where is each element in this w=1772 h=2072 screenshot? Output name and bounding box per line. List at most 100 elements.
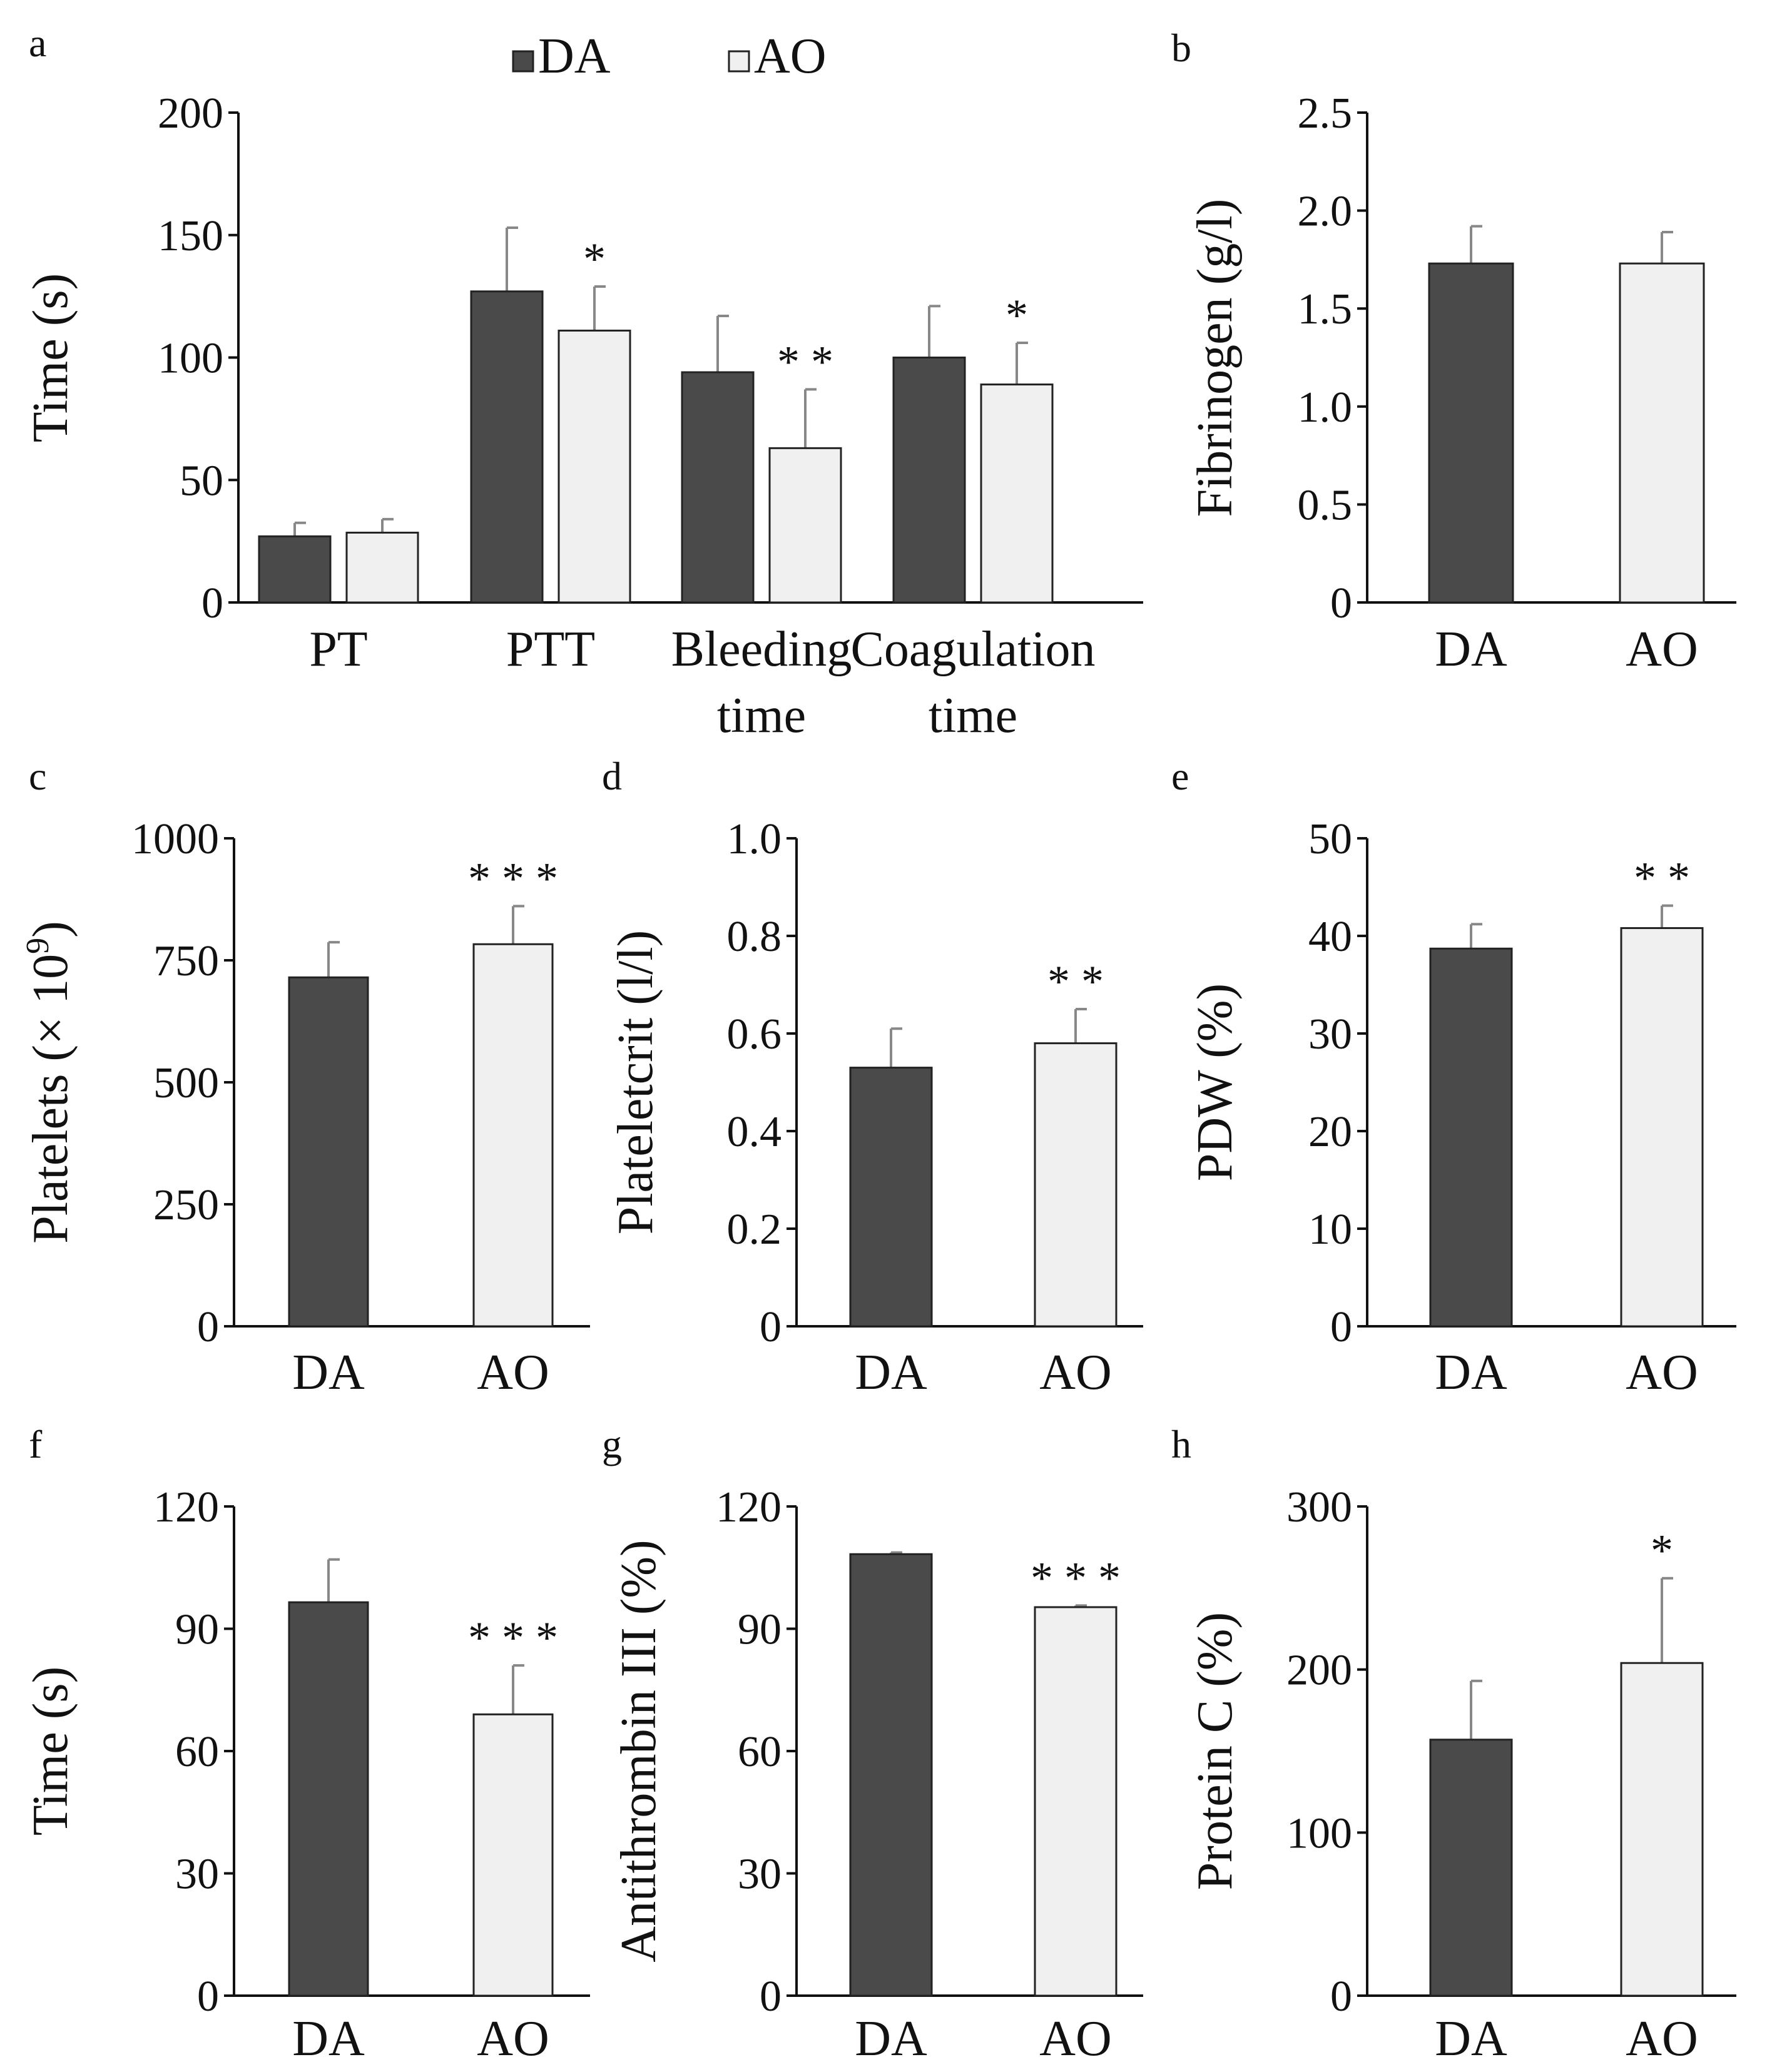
y-tick-label: 1000 (131, 815, 219, 863)
x-tick-label: DA (1435, 2011, 1507, 2066)
y-tick-label: 120 (716, 1483, 782, 1531)
panel-letter: d (602, 754, 622, 798)
y-tick-label: 300 (1286, 1483, 1352, 1531)
x-tick-label: DA (1435, 622, 1507, 677)
y-tick-label: 1.0 (727, 815, 782, 863)
panel-letter: b (1171, 26, 1191, 70)
y-axis-title: Platelets (× 109) (20, 921, 78, 1243)
x-tick-label: DA (292, 2011, 365, 2066)
legend-label-da: DA (538, 29, 611, 84)
y-tick-label: 0 (197, 1303, 219, 1351)
bar-da (258, 535, 332, 604)
y-tick-label: 30 (738, 1851, 782, 1899)
y-axis-title: Fibrinogen (g/l) (1188, 199, 1243, 517)
significance-label: * * (1047, 957, 1104, 1007)
bar-da (288, 976, 369, 1328)
y-tick-label: 30 (1308, 1010, 1352, 1059)
y-axis-title: PDW (%) (1188, 983, 1243, 1181)
y-tick-label: 1.0 (1298, 383, 1353, 432)
panel-letter: g (602, 1422, 622, 1466)
panel-h: h 0 100 200 300 Protein C (%) DA * AO (1171, 1422, 1736, 2066)
y-tick-label: 150 (158, 212, 223, 260)
x-tick-label: time (717, 688, 806, 743)
x-tick-label: AO (1039, 2011, 1112, 2066)
y-tick-label: 0 (1330, 579, 1352, 627)
legend-label-ao: AO (754, 29, 827, 84)
y-tick-label: 250 (153, 1181, 219, 1229)
y-tick-label: 2.5 (1298, 89, 1353, 138)
panel-g: g 0 30 60 90 120 Antithrombin III (%) DA * * * AO (602, 1422, 1143, 2066)
y-tick-label: 0.2 (727, 1206, 782, 1254)
y-tick-label: 30 (175, 1851, 219, 1899)
y-axis-title: Antithrombin III (%) (611, 1540, 666, 1962)
x-tick-label: DA (855, 2011, 927, 2066)
y-tick-label: 0.4 (727, 1108, 782, 1156)
y-tick-label: 2.0 (1298, 188, 1353, 236)
y-tick-label: 100 (158, 335, 223, 383)
y-tick-label: 500 (153, 1059, 219, 1107)
legend-swatch-da (512, 50, 534, 73)
x-tick-label: AO (1626, 2011, 1698, 2066)
y-axis-title: Time (s) (23, 273, 78, 442)
y-tick-label: 50 (180, 457, 223, 505)
y-tick-label: 0 (197, 1973, 219, 2021)
y-tick-label: 200 (158, 89, 223, 138)
panel-b: b 0 0.5 1.0 1.5 2.0 2.5 Fibrinogen (g/l) DA AO (1171, 26, 1736, 677)
y-tick-label: 20 (1308, 1108, 1352, 1156)
significance-label: * * * (1031, 1553, 1121, 1603)
x-tick-label: Bleeding (671, 622, 852, 677)
panel-letter: c (29, 754, 46, 798)
panel-letter: f (29, 1422, 43, 1466)
y-tick-label: 0 (1330, 1973, 1352, 2021)
bar-ao (1619, 262, 1705, 604)
significance-label: * (1651, 1526, 1673, 1576)
bar-ao (1034, 1606, 1118, 1997)
y-tick-label: 750 (153, 937, 219, 985)
y-tick-label: 120 (153, 1483, 219, 1531)
panel-c: c 0 250 500 750 1000 Platelets (× 109) DA * * * A… (20, 754, 590, 1400)
y-axis-title: Plateletcrit (l/l) (608, 930, 663, 1234)
y-tick-label: 90 (175, 1606, 219, 1654)
bar-ao (472, 943, 554, 1328)
y-tick-label: 0.8 (727, 913, 782, 961)
x-tick-label: DA (292, 1345, 365, 1400)
x-tick-label: DA (855, 1345, 927, 1400)
x-tick-label: AO (1039, 1345, 1112, 1400)
y-axis-title: Time (s) (23, 1667, 78, 1836)
x-tick-label: AO (1626, 1345, 1698, 1400)
bar-ao (472, 1713, 554, 1997)
y-tick-label: 0 (760, 1303, 782, 1351)
bar-da (849, 1553, 933, 1997)
y-tick-label: 100 (1286, 1809, 1352, 1857)
y-tick-label: 0 (1330, 1303, 1352, 1351)
bar-ao (1620, 927, 1704, 1328)
y-tick-label: 50 (1308, 815, 1352, 863)
bar-da (849, 1067, 933, 1328)
bar-ao (345, 531, 419, 604)
y-tick-label: 200 (1286, 1647, 1352, 1695)
significance-label: * * * (468, 853, 558, 903)
y-tick-label: 60 (175, 1728, 219, 1776)
significance-label: * * (777, 337, 833, 387)
bar-da (288, 1601, 369, 1997)
panel-d: d 0 0.2 0.4 0.6 0.8 1.0 Plateletcrit (l/l) DA * *… (602, 754, 1143, 1400)
bar-da (892, 357, 966, 604)
panel-a: a 0 50 100 150 200 Time (s) PT * PTT * * Bleeding ti… (23, 21, 1143, 743)
y-tick-label: 60 (738, 1728, 782, 1776)
significance-label: * * * (468, 1613, 558, 1663)
panel-letter: h (1171, 1422, 1191, 1466)
panel-e: e 0 10 20 30 40 50 PDW (%) DA * * AO (1171, 754, 1736, 1400)
y-tick-label: 1.5 (1298, 285, 1353, 333)
panel-letter: a (29, 21, 46, 65)
x-tick-label: AO (477, 1345, 549, 1400)
x-tick-label: AO (1626, 622, 1698, 677)
bar-da (1429, 947, 1513, 1328)
y-tick-label: 0.5 (1298, 481, 1353, 529)
x-tick-label: AO (477, 2011, 549, 2066)
y-tick-label: 10 (1308, 1206, 1352, 1254)
bar-ao (558, 329, 631, 604)
significance-label: * (1006, 290, 1028, 340)
bar-da (681, 371, 755, 604)
bar-ao (1620, 1662, 1704, 1997)
